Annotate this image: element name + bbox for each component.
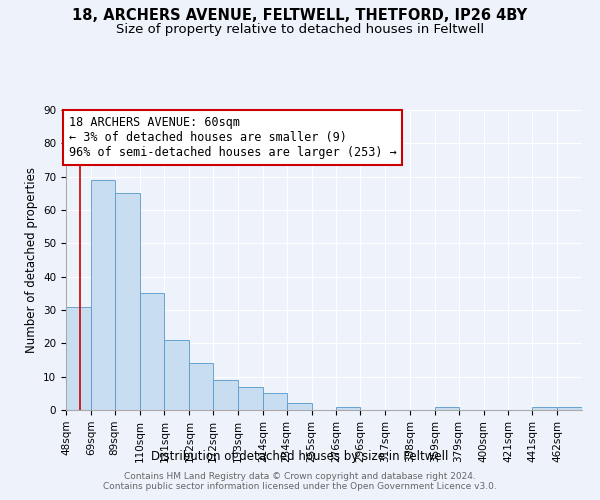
Y-axis label: Number of detached properties: Number of detached properties (25, 167, 38, 353)
Bar (263, 394, 287, 410)
Text: Distribution of detached houses by size in Feltwell: Distribution of detached houses by size … (151, 450, 449, 463)
Text: Contains HM Land Registry data © Crown copyright and database right 2024.: Contains HM Land Registry data © Crown c… (124, 472, 476, 481)
Text: 18, ARCHERS AVENUE, FELTWELL, THETFORD, IP26 4BY: 18, ARCHERS AVENUE, FELTWELL, THETFORD, … (73, 8, 527, 22)
Text: Contains public sector information licensed under the Open Government Licence v3: Contains public sector information licen… (103, 482, 497, 491)
Bar (66, 306, 91, 410)
Bar (115, 194, 140, 410)
Bar (213, 380, 238, 410)
Bar (91, 180, 115, 410)
Bar (238, 386, 263, 410)
Text: Size of property relative to detached houses in Feltwell: Size of property relative to detached ho… (116, 22, 484, 36)
Bar (140, 294, 164, 410)
Bar (190, 364, 213, 410)
Bar (435, 406, 458, 410)
Text: 18 ARCHERS AVENUE: 60sqm
← 3% of detached houses are smaller (9)
96% of semi-det: 18 ARCHERS AVENUE: 60sqm ← 3% of detache… (68, 116, 397, 159)
Bar (532, 406, 557, 410)
Bar (164, 340, 190, 410)
Bar (287, 404, 311, 410)
Bar (557, 406, 582, 410)
Bar (337, 406, 360, 410)
